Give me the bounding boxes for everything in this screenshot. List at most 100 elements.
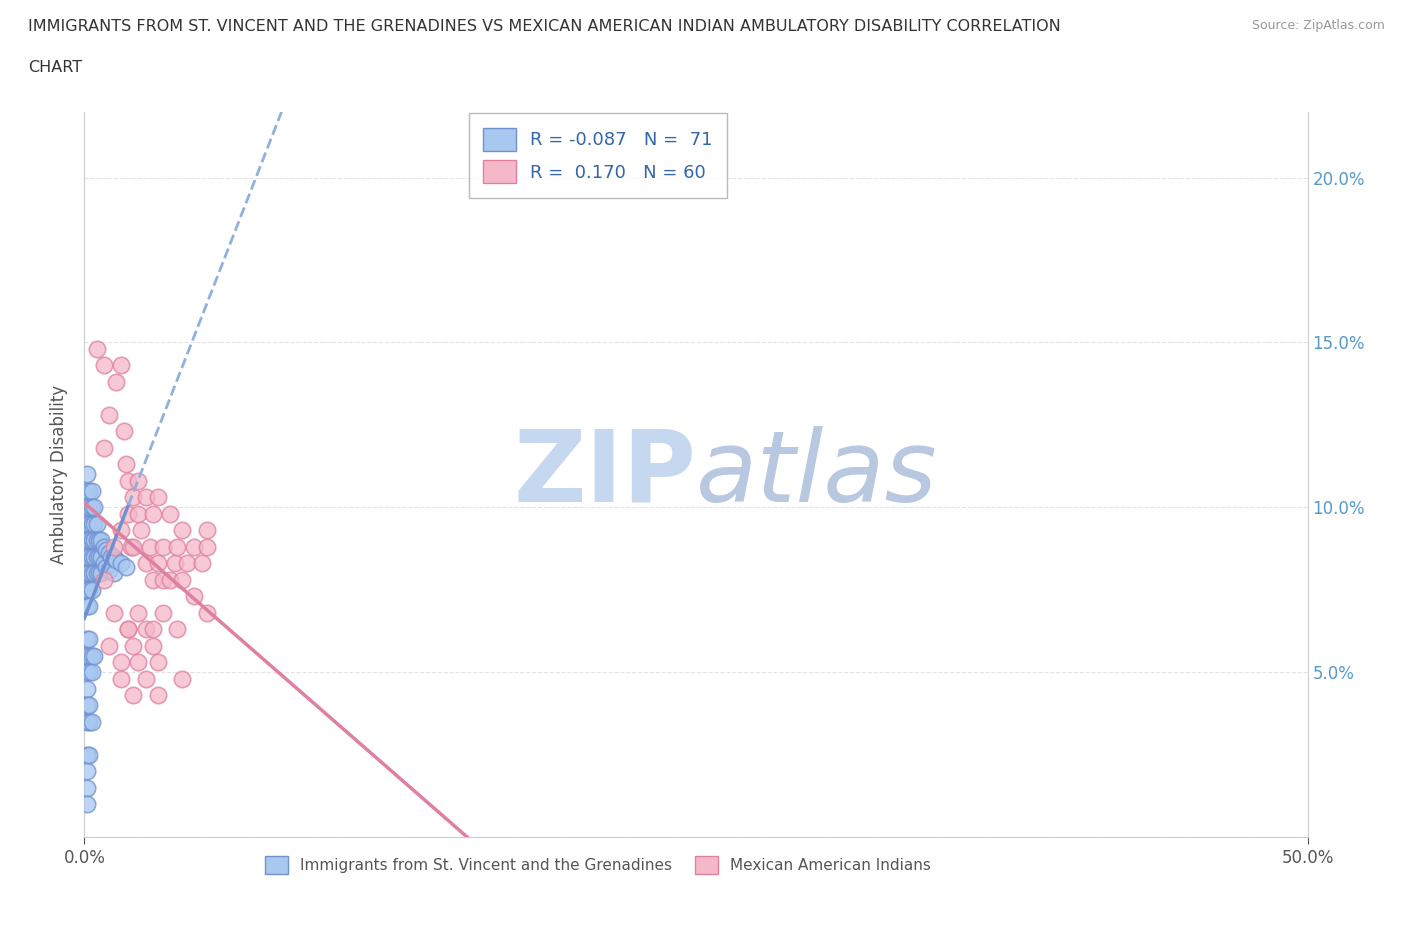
Point [86,516,108,531]
Point [76,499,98,514]
Point [146,556,169,571]
Point [76,484,98,498]
Point [76,698,98,712]
Point [83,648,105,663]
Point [172,671,194,686]
Point [152,539,174,554]
Point [117,473,139,488]
Point [93,441,115,456]
Point [172,572,194,587]
Point [115,457,138,472]
Point [142,622,165,637]
Point [127,473,149,488]
Point [76,648,98,663]
Point [83,565,105,580]
Point [77,565,100,580]
Point [117,507,139,522]
Point [103,539,125,554]
Point [76,582,98,597]
Point [77,631,100,646]
Point [77,599,100,614]
Point [76,550,98,565]
Point [83,516,105,531]
Point [83,550,105,565]
Point [83,499,105,514]
Point [191,556,214,571]
Point [80,714,103,729]
Point [96,559,118,574]
Text: CHART: CHART [28,60,82,75]
Point [146,490,169,505]
Point [159,572,181,587]
Point [80,550,103,565]
Point [152,605,174,620]
Point [117,622,139,637]
Point [183,539,205,554]
Point [77,533,100,548]
Point [103,550,125,565]
Point [76,681,98,696]
Point [122,490,145,505]
Point [80,533,103,548]
Point [76,565,98,580]
Point [135,671,157,686]
Point [183,589,205,604]
Point [195,539,218,554]
Point [76,797,98,812]
Legend: Immigrants from St. Vincent and the Grenadines, Mexican American Indians: Immigrants from St. Vincent and the Gren… [259,850,938,880]
Point [76,467,98,482]
Point [142,507,165,522]
Point [146,655,169,670]
Point [76,780,98,795]
Point [97,407,120,422]
Point [115,559,138,574]
Point [93,358,115,373]
Point [97,638,120,653]
Point [142,638,165,653]
Point [135,490,157,505]
Point [97,563,120,578]
Point [139,539,162,554]
Point [90,565,112,580]
Point [77,665,100,680]
Point [80,516,103,531]
Point [76,747,98,762]
Point [76,599,98,614]
Point [135,622,157,637]
Point [105,375,128,390]
Point [122,638,145,653]
Point [77,484,100,498]
Point [122,688,145,703]
Point [76,665,98,680]
Point [77,714,100,729]
Point [159,507,181,522]
Point [76,516,98,531]
Point [112,424,135,439]
Point [97,546,120,561]
Point [122,539,145,554]
Point [80,499,103,514]
Point [87,565,110,580]
Point [90,533,112,548]
Point [77,582,100,597]
Point [87,533,110,548]
Point [129,523,152,538]
Point [127,605,149,620]
Point [142,572,165,587]
Point [93,572,115,587]
Point [86,341,108,356]
Point [176,556,198,571]
Point [127,507,149,522]
Point [152,572,174,587]
Point [120,539,142,554]
Point [86,533,108,548]
Text: atlas: atlas [696,426,938,523]
Point [77,516,100,531]
Point [90,550,112,565]
Point [76,714,98,729]
Point [110,655,132,670]
Point [135,556,157,571]
Point [110,358,132,373]
Point [96,543,118,558]
Point [163,556,186,571]
